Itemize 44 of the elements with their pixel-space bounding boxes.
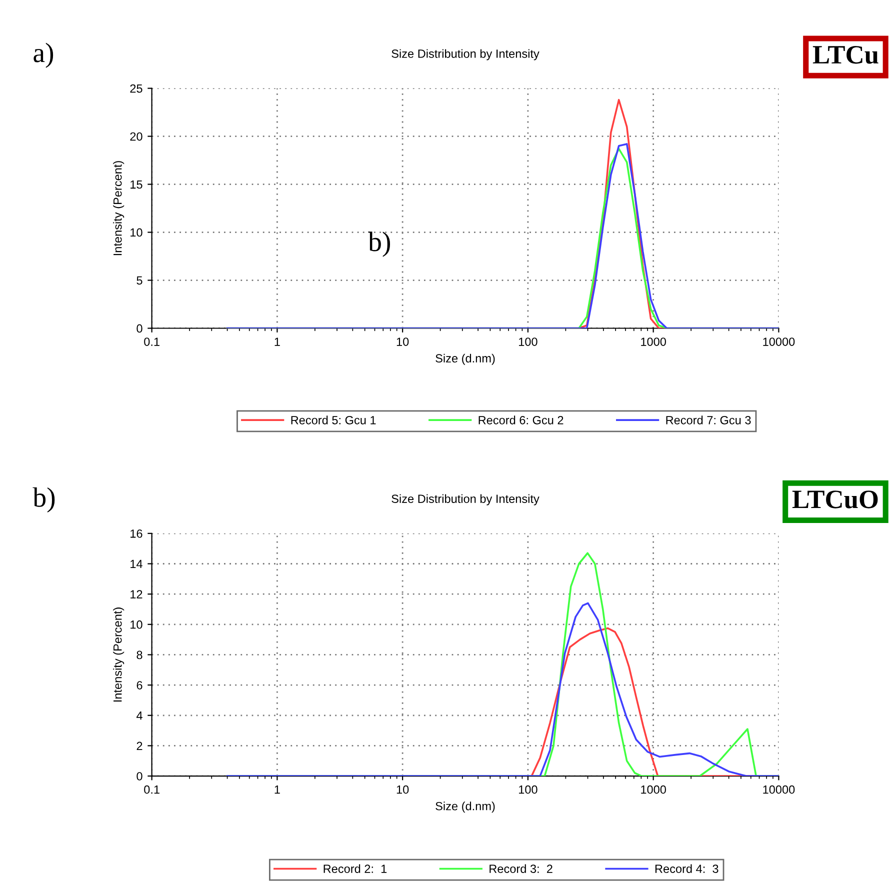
- y-tick-label: 5: [136, 276, 142, 285]
- text: LTCu: [812, 46, 878, 64]
- x-tick-label: 100: [518, 785, 538, 794]
- legend-label: Record 6: Gcu 2: [478, 416, 564, 424]
- legend-label: Record 2: 1: [324, 864, 387, 873]
- x-tick-label: 1: [274, 786, 280, 794]
- legend-label: Record 3: 2: [490, 864, 552, 873]
- y-tick-label: 10: [130, 228, 142, 237]
- y-tick-label: 2: [136, 742, 142, 750]
- y-tick-label: 0: [136, 772, 142, 780]
- x-tick-label: 0.1: [144, 785, 160, 794]
- y-tick-label: 4: [136, 712, 142, 720]
- x-tick-label: 1000: [641, 785, 666, 794]
- x-tick-label: 10000: [763, 338, 795, 346]
- y-tick-label: 14: [130, 560, 142, 568]
- y-axis-title: Intensity (Percent): [113, 161, 124, 256]
- text: b): [32, 487, 55, 513]
- chart-title: Size Distribution by Intensity: [392, 494, 540, 506]
- y-tick-label: 8: [136, 650, 142, 660]
- y-tick-label: 6: [136, 681, 142, 690]
- y-tick-label: 25: [130, 84, 142, 93]
- y-tick-label: 16: [130, 529, 142, 538]
- legend-label: Record 7: Gcu 3: [666, 416, 751, 424]
- x-tick-label: 10000: [763, 785, 795, 794]
- y-tick-label: 0: [136, 324, 142, 333]
- text: LTCuO: [792, 490, 878, 508]
- y-axis-title: Intensity (Percent): [113, 608, 124, 702]
- annotation: b): [368, 232, 390, 257]
- x-tick-label: 0.1: [144, 338, 160, 346]
- text: a): [34, 42, 54, 68]
- x-tick-label: 10: [396, 785, 409, 794]
- y-tick-label: 15: [130, 180, 142, 189]
- y-tick-label: 20: [130, 132, 142, 141]
- x-axis-title: Size (d.nm): [436, 354, 495, 365]
- legend-label: Record 4: 3: [655, 864, 718, 873]
- x-tick-label: 1000: [641, 338, 666, 346]
- x-axis-title: Size (d.nm): [436, 802, 495, 813]
- x-tick-label: 10: [396, 338, 409, 346]
- chart-title: Size Distribution by Intensity: [392, 49, 540, 60]
- y-tick-label: 10: [130, 620, 142, 629]
- y-tick-label: 12: [130, 590, 142, 598]
- x-tick-label: 100: [518, 338, 538, 346]
- legend-label: Record 5: Gcu 1: [291, 416, 376, 424]
- x-tick-label: 1: [274, 338, 280, 346]
